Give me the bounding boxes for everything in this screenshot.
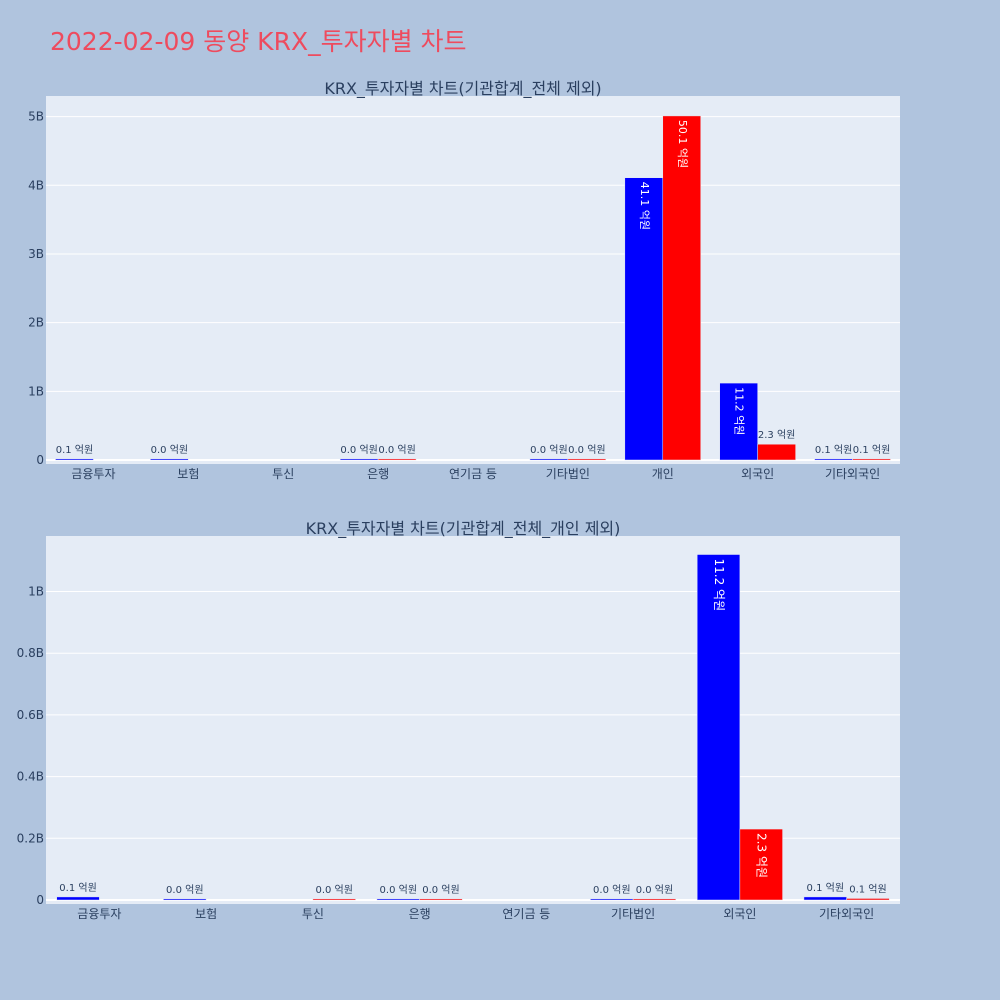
x-tick-label: 보험	[195, 907, 217, 921]
bar	[529, 458, 569, 461]
x-tick-label: 연기금 등	[502, 907, 550, 921]
bar-data-label: 11.2 억원	[733, 387, 746, 435]
bar	[56, 896, 100, 901]
x-tick-label: 외국인	[741, 467, 774, 481]
x-tick-label: 연기금 등	[449, 467, 497, 481]
bar	[632, 898, 677, 901]
bar-data-label: 0.0 억원	[340, 444, 377, 456]
bar	[590, 898, 634, 901]
bar-data-label: 0.0 억원	[151, 444, 188, 456]
bar	[163, 898, 207, 901]
bar	[852, 458, 891, 461]
bar-data-label: 11.2 억원	[712, 559, 726, 612]
bar	[696, 554, 741, 901]
x-tick-label: 금융투자	[71, 467, 115, 481]
bar	[55, 458, 94, 461]
y-tick-label: 5B	[28, 110, 44, 124]
chart-bottom: 0 0.2B 0.4B 0.6B 0.8B 1B KRX_투자자별 차트(기관합계_전체_개…	[17, 519, 900, 921]
bar-data-label: 0.1 억원	[56, 444, 93, 456]
bar	[419, 898, 463, 901]
bar-data-label: 2.3 억원	[758, 429, 795, 441]
x-tick-label: 기타외국인	[825, 467, 880, 481]
bar	[719, 382, 758, 461]
y-tick-label: 1B	[28, 384, 44, 398]
bar	[377, 458, 417, 461]
y-tick-label: 1B	[28, 585, 44, 599]
x-tick-label: 은행	[367, 466, 389, 481]
bar	[339, 458, 379, 461]
bar-data-label: 0.1 억원	[59, 882, 96, 894]
chart-title: KRX_투자자별 차트(기관합계_전체 제외)	[324, 79, 601, 99]
bar-data-label: 0.0 억원	[422, 884, 459, 896]
y-tick-label: 0.4B	[17, 770, 44, 784]
bar-data-label: 41.1 억원	[638, 182, 651, 230]
bar	[376, 898, 420, 901]
x-tick-label: 개인	[652, 467, 674, 481]
x-tick-label: 기타법인	[546, 467, 590, 481]
plot-area	[46, 96, 900, 464]
bar-data-label: 0.1 억원	[849, 883, 886, 895]
y-tick-label: 3B	[28, 247, 44, 261]
bar	[739, 828, 783, 901]
bar-data-label: 0.1 억원	[853, 444, 890, 456]
bar	[846, 898, 890, 901]
bar-data-label: 0.1 억원	[815, 444, 852, 456]
bar-data-label: 0.0 억원	[530, 444, 567, 456]
bar-data-label: 0.0 억원	[166, 884, 203, 896]
bar-data-label: 0.0 억원	[315, 884, 352, 896]
x-tick-label: 기타법인	[611, 907, 655, 921]
x-tick-label: 보험	[177, 467, 199, 481]
x-tick-label: 외국인	[723, 907, 756, 921]
bar-data-label: 50.1 억원	[676, 120, 689, 168]
y-tick-label: 2B	[28, 316, 44, 330]
x-tick-label: 기타외국인	[819, 907, 874, 921]
y-tick-label: 0.2B	[17, 831, 44, 845]
bar	[567, 458, 607, 461]
x-tick-label: 투신	[302, 907, 324, 921]
page-title: 2022-02-09 동양 KRX_투자자별 차트	[50, 27, 467, 56]
bar-data-label: 0.0 억원	[568, 444, 605, 456]
x-tick-label: 투신	[272, 467, 294, 481]
y-tick-label: 4B	[28, 178, 44, 192]
y-tick-label: 0.8B	[17, 646, 44, 660]
bar-data-label: 0.0 억원	[380, 884, 417, 896]
bar-data-label: 0.1 억원	[807, 882, 844, 894]
x-tick-label: 금융투자	[77, 907, 121, 921]
y-tick-label: 0	[36, 453, 44, 467]
y-tick-label: 0	[36, 893, 44, 907]
bar	[803, 896, 847, 901]
bar	[757, 443, 796, 461]
bar	[662, 115, 701, 461]
bar-data-label: 0.0 억원	[378, 444, 415, 456]
bar	[814, 458, 853, 461]
y-tick-label: 0.6B	[17, 708, 44, 722]
bar	[312, 898, 356, 901]
bar-data-label: 2.3 억원	[755, 833, 769, 878]
x-tick-label: 은행	[409, 906, 431, 921]
bar-data-label: 0.0 억원	[636, 884, 673, 896]
bar	[150, 458, 189, 461]
chart-top: 0 1B 2B 3B 4B 5B KRX_투자자별 차트(기관합계_전체 제외) 금융투자 0.…	[28, 79, 900, 481]
chart-title: KRX_투자자별 차트(기관합계_전체_개인 제외)	[306, 519, 621, 539]
bar-data-label: 0.0 억원	[593, 884, 630, 896]
